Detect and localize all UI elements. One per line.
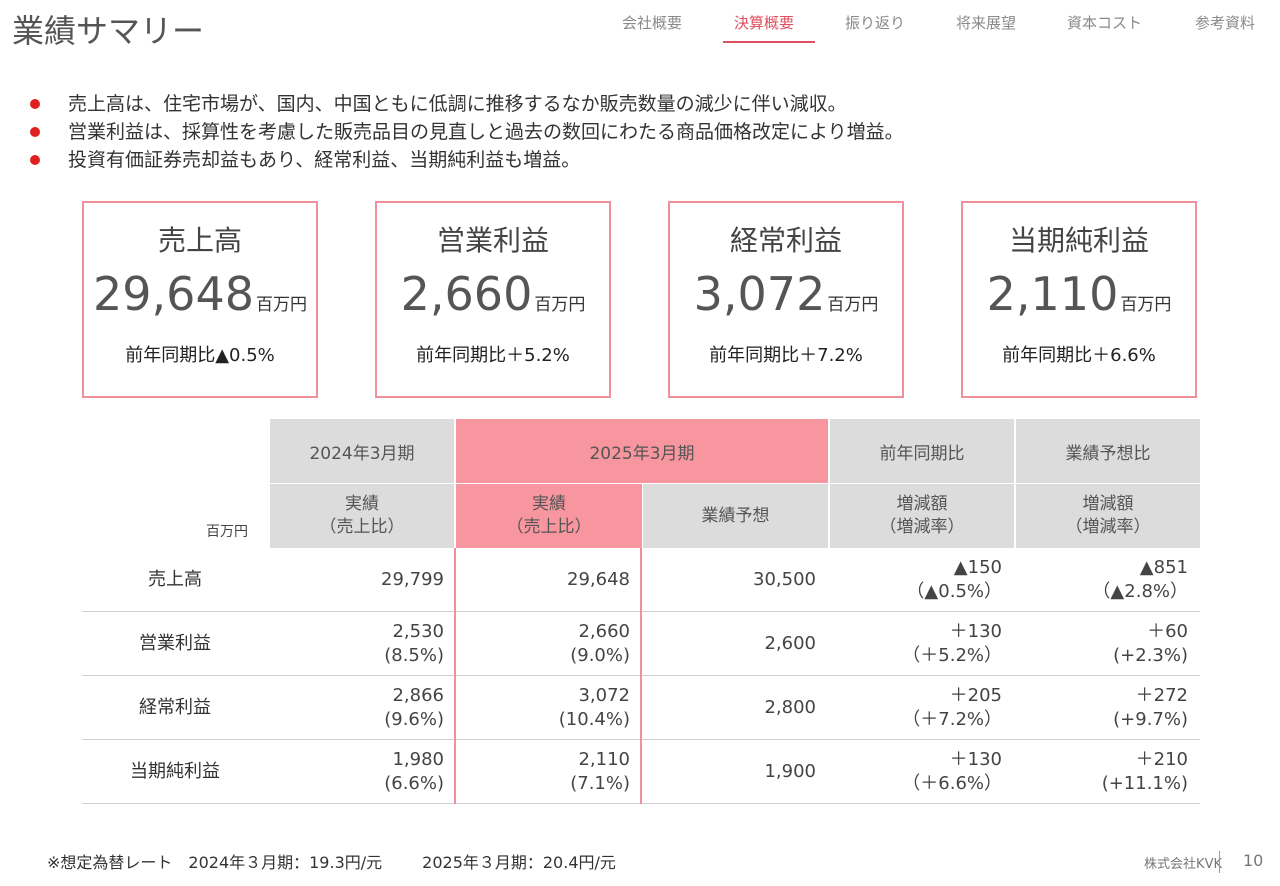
cell-yoy: ＋205 （＋7.2%） xyxy=(902,684,1002,730)
exchange-rate-note: ※想定為替レート 2024年３月期：19.3円/元 2025年３月期：20.4円/… xyxy=(47,853,616,872)
cell-vs-forecast: ▲851 （▲2.8%） xyxy=(1092,556,1188,602)
kpi-label: 売上高 xyxy=(157,224,242,257)
header-vs-forecast: 業績予想比 xyxy=(1016,419,1200,483)
bullet-item: 投資有価証券売却益もあり、経常利益、当期純利益も増益。 xyxy=(30,146,904,174)
row-label: 営業利益 xyxy=(139,632,211,654)
cell-fy2024: 29,799 xyxy=(381,568,444,590)
kpi-yoy: 前年同期比＋6.6% xyxy=(1002,345,1156,366)
cell-forecast: 2,800 xyxy=(764,696,816,718)
row-label: 経常利益 xyxy=(139,696,211,718)
kpi-value: 2,660 xyxy=(400,267,533,321)
cell-yoy: ▲150 （▲0.5%） xyxy=(906,556,1002,602)
page-title: 業績サマリー xyxy=(12,12,205,50)
kpi-unit: 百万円 xyxy=(534,295,586,315)
bullet-dot-icon xyxy=(30,127,40,137)
nav-review[interactable]: 振り返り xyxy=(845,14,906,32)
nav-future-outlook[interactable]: 将来展望 xyxy=(956,14,1017,32)
kpi-unit: 百万円 xyxy=(1120,295,1172,315)
cell-fy2024: 2,530 (8.5%) xyxy=(384,620,444,666)
cell-vs-forecast: ＋272 (+9.7%) xyxy=(1113,684,1188,730)
cell-fy2025: 2,660 (9.0%) xyxy=(570,620,630,666)
kpi-card-operating-profit: 営業利益 2,660 百万円 前年同期比＋5.2% xyxy=(375,201,611,398)
header-fy2025: 2025年3月期 xyxy=(456,419,828,483)
summary-bullets: 売上高は、住宅市場が、国内、中国ともに低調に推移するなか販売数量の減少に伴い減収… xyxy=(30,90,904,174)
active-tab-indicator xyxy=(723,41,815,43)
subheader-fy2025-forecast: 業績予想 xyxy=(643,484,828,548)
cell-fy2025: 3,072 (10.4%) xyxy=(558,684,630,730)
bullet-dot-icon xyxy=(30,155,40,165)
cell-fy2024: 2,866 (9.6%) xyxy=(384,684,444,730)
cell-forecast: 1,900 xyxy=(764,760,816,782)
kpi-yoy: 前年同期比＋5.2% xyxy=(416,345,570,366)
cell-fy2025: 2,110 (7.1%) xyxy=(570,748,630,794)
header-fy2024: 2024年3月期 xyxy=(270,419,454,483)
row-label: 当期純利益 xyxy=(130,760,220,782)
cell-fy2025: 29,648 xyxy=(567,568,630,590)
subheader-yoy-change: 増減額 （増減率） xyxy=(830,484,1014,548)
nav-reference[interactable]: 参考資料 xyxy=(1195,14,1256,32)
cell-vs-forecast: ＋60 (+2.3%) xyxy=(1113,620,1188,666)
kpi-value: 29,648 xyxy=(93,267,254,321)
kpi-card-net-sales: 売上高 29,648 百万円 前年同期比▲0.5% xyxy=(82,201,318,398)
bullet-dot-icon xyxy=(30,99,40,109)
kpi-value: 2,110 xyxy=(986,267,1119,321)
subheader-fy2025-actual: 実績 （売上比） xyxy=(456,484,642,548)
bullet-item: 営業利益は、採算性を考慮した販売品目の見直しと過去の数回にわたる商品価格改定によ… xyxy=(30,118,904,146)
kpi-value: 3,072 xyxy=(693,267,826,321)
highlight-border-left xyxy=(454,548,456,804)
subheader-forecast-change: 増減額 （増減率） xyxy=(1016,484,1200,548)
page-number: 10 xyxy=(1243,851,1264,870)
header-yoy: 前年同期比 xyxy=(830,419,1014,483)
company-name: 株式会社KVK xyxy=(1144,857,1222,872)
highlight-border-right xyxy=(640,548,642,804)
kpi-unit: 百万円 xyxy=(827,295,879,315)
cell-yoy: ＋130 （＋5.2%） xyxy=(902,620,1002,666)
kpi-label: 経常利益 xyxy=(729,224,842,257)
kpi-yoy: 前年同期比＋7.2% xyxy=(709,345,863,366)
nav-financial-summary[interactable]: 決算概要 xyxy=(734,14,795,32)
bullet-item: 売上高は、住宅市場が、国内、中国ともに低調に推移するなか販売数量の減少に伴い減収… xyxy=(30,90,904,118)
cell-fy2024: 1,980 (6.6%) xyxy=(384,748,444,794)
subheader-fy2024-actual: 実績 （売上比） xyxy=(270,484,454,548)
cell-forecast: 30,500 xyxy=(753,568,816,590)
cell-forecast: 2,600 xyxy=(764,632,816,654)
kpi-label: 営業利益 xyxy=(436,224,549,257)
kpi-unit: 百万円 xyxy=(255,295,307,315)
kpi-yoy: 前年同期比▲0.5% xyxy=(125,345,275,366)
top-nav: 会社概要 決算概要 振り返り 将来展望 資本コスト 参考資料 xyxy=(600,12,1280,44)
cell-yoy: ＋130 （＋6.6%） xyxy=(902,748,1002,794)
nav-company-overview[interactable]: 会社概要 xyxy=(622,14,683,32)
table-unit: 百万円 xyxy=(206,524,248,540)
kpi-label: 当期純利益 xyxy=(1008,224,1149,257)
kpi-card-ordinary-profit: 経常利益 3,072 百万円 前年同期比＋7.2% xyxy=(668,201,904,398)
row-label: 売上高 xyxy=(148,568,202,590)
kpi-card-net-income: 当期純利益 2,110 百万円 前年同期比＋6.6% xyxy=(961,201,1197,398)
cell-vs-forecast: ＋210 (+11.1%) xyxy=(1101,748,1188,794)
nav-cost-of-capital[interactable]: 資本コスト xyxy=(1067,14,1143,32)
footer-divider xyxy=(1219,851,1220,873)
